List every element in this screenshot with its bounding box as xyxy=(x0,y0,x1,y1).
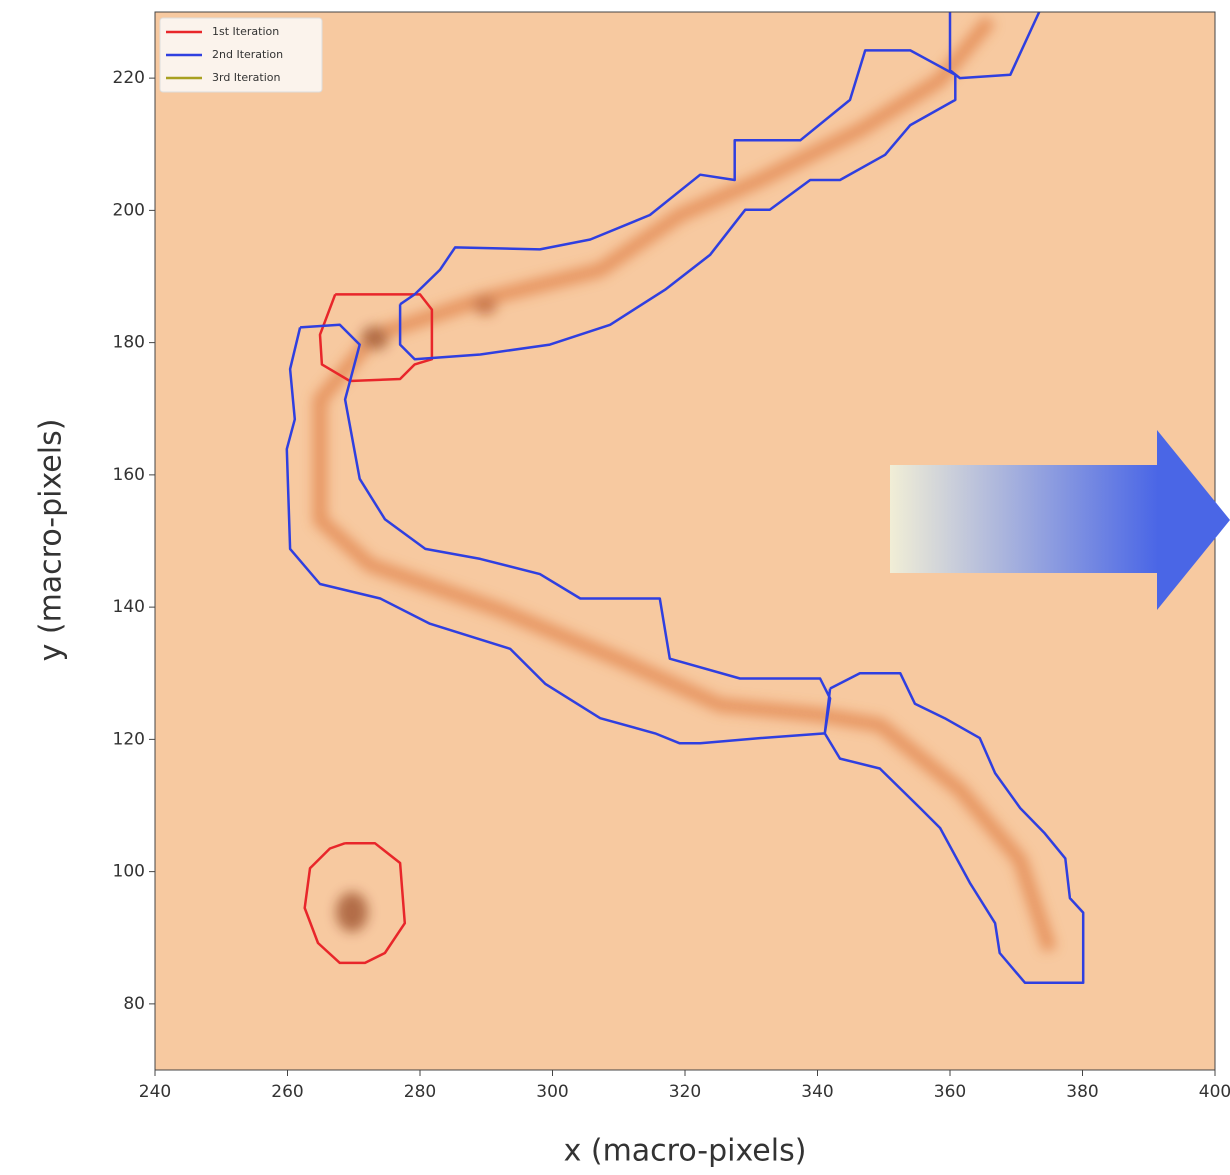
x-tick-label: 320 xyxy=(669,1082,701,1102)
legend-label: 1st Iteration xyxy=(212,25,279,38)
y-tick-label: 100 xyxy=(113,862,145,882)
y-tick-label: 220 xyxy=(113,68,145,88)
contour-line xyxy=(285,12,1085,984)
y-axis-label: y (macro-pixels) xyxy=(34,419,69,662)
x-tick-label: 240 xyxy=(139,1082,171,1102)
x-tick-label: 340 xyxy=(801,1082,833,1102)
heatmap-texture xyxy=(313,15,1057,953)
x-tick-label: 360 xyxy=(934,1082,966,1102)
arrow xyxy=(890,430,1230,610)
x-tick-label: 300 xyxy=(536,1082,568,1102)
x-tick-label: 260 xyxy=(271,1082,303,1102)
legend: 1st Iteration 2nd Iteration 3rd Iteration xyxy=(159,17,323,93)
legend-entries: 1st Iteration 2nd Iteration 3rd Iteration xyxy=(166,25,283,84)
contour-line xyxy=(303,293,434,965)
plot-area xyxy=(285,12,1085,984)
x-tick-label: 280 xyxy=(404,1082,436,1102)
arrow-body xyxy=(890,465,1158,573)
y-tick-label: 80 xyxy=(123,994,145,1014)
x-tick-label: 380 xyxy=(1066,1082,1098,1102)
legend-label: 2nd Iteration xyxy=(212,48,283,61)
legend-box xyxy=(159,17,323,93)
arrow-head xyxy=(1157,430,1230,610)
y-tick-label: 140 xyxy=(113,597,145,617)
y-tick-label: 200 xyxy=(113,200,145,220)
y-tick-label: 160 xyxy=(113,465,145,485)
x-axis-label: x (macro-pixels) xyxy=(564,1134,807,1169)
y-tick-label: 180 xyxy=(113,333,145,353)
x-tick-label: 400 xyxy=(1199,1082,1230,1102)
y-tick-label: 120 xyxy=(113,729,145,749)
legend-label: 3rd Iteration xyxy=(212,71,280,84)
